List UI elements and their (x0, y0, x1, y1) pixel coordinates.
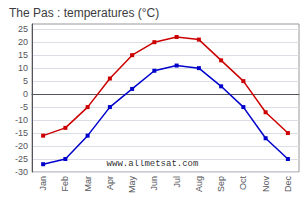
svg-text:Feb: Feb (60, 176, 70, 192)
svg-text:www.allmetsat.com: www.allmetsat.com (106, 158, 199, 169)
svg-text:-25: -25 (15, 154, 28, 164)
svg-text:-10: -10 (15, 115, 28, 125)
svg-text:Oct: Oct (238, 176, 248, 191)
svg-text:-20: -20 (15, 141, 28, 151)
svg-text:-15: -15 (15, 128, 28, 138)
svg-text:Aug: Aug (194, 176, 204, 192)
svg-text:Jul: Jul (172, 176, 182, 188)
svg-text:The Pas : temperatures (°C): The Pas : temperatures (°C) (9, 6, 159, 20)
svg-text:Jan: Jan (38, 176, 48, 191)
svg-text:Apr: Apr (105, 176, 115, 190)
svg-text:25: 25 (18, 24, 28, 34)
svg-text:0: 0 (23, 89, 28, 99)
svg-text:10: 10 (18, 63, 28, 73)
svg-text:-5: -5 (20, 102, 28, 112)
svg-text:-30: -30 (15, 167, 28, 177)
svg-text:Sep: Sep (216, 176, 226, 192)
svg-text:20: 20 (18, 37, 28, 47)
svg-text:Dec: Dec (283, 176, 293, 193)
svg-text:May: May (127, 176, 137, 194)
svg-text:15: 15 (18, 50, 28, 60)
svg-text:5: 5 (23, 76, 28, 86)
svg-text:Jun: Jun (149, 176, 159, 191)
svg-text:Nov: Nov (261, 176, 271, 193)
svg-text:Mar: Mar (83, 176, 93, 192)
